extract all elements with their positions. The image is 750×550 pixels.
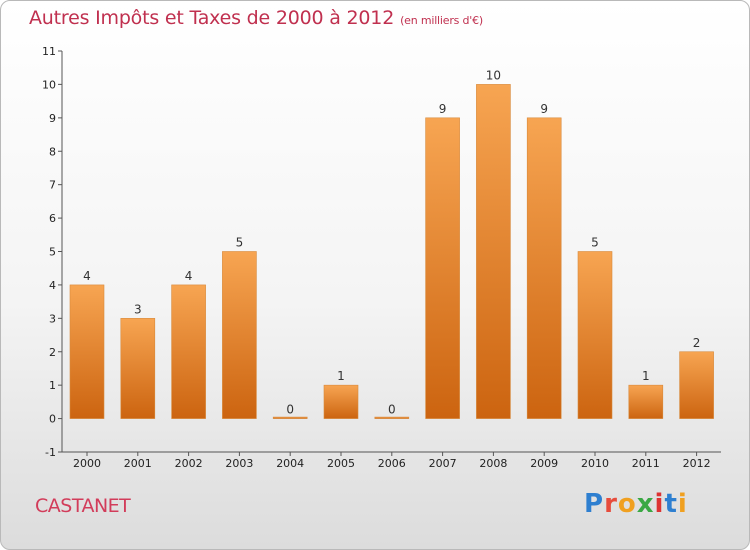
y-tick-label: 1 [49, 379, 56, 392]
bar [374, 416, 410, 419]
x-tick-label: 2001 [124, 457, 152, 470]
y-tick-label: 7 [49, 179, 56, 192]
bar [628, 384, 664, 419]
y-tick-label: 11 [42, 45, 56, 58]
chart-title-text: Autres Impôts et Taxes de 2000 à 2012 [29, 7, 395, 29]
bar-value-label: 0 [388, 403, 396, 417]
bar-value-label: 10 [486, 68, 501, 82]
y-tick-label: 8 [49, 145, 56, 158]
y-tick-label: 0 [49, 413, 56, 426]
bar-value-label: 5 [236, 236, 244, 250]
bar-value-label: 3 [134, 302, 142, 316]
x-tick-label: 2000 [73, 457, 101, 470]
bar-value-label: 0 [286, 403, 294, 417]
bar-value-label: 9 [439, 102, 447, 116]
bar [323, 384, 359, 419]
y-tick-label: 4 [49, 279, 56, 292]
bar [476, 84, 511, 419]
bar-value-label: 9 [540, 102, 548, 116]
y-tick-label: 9 [49, 112, 56, 125]
x-tick-label: 2006 [378, 457, 406, 470]
x-tick-label: 2004 [276, 457, 304, 470]
x-tick-label: 2007 [429, 457, 457, 470]
y-tick-label: 6 [49, 212, 56, 225]
x-tick-label: 2005 [327, 457, 355, 470]
bar [272, 416, 308, 419]
y-tick-label: 5 [49, 246, 56, 259]
commune-name: CASTANET [35, 495, 131, 517]
x-tick-label: 2009 [530, 457, 558, 470]
chart-subtitle: (en milliers d'€) [400, 14, 483, 27]
y-tick-label: 3 [49, 312, 56, 325]
x-tick-label: 2008 [479, 457, 507, 470]
bar-value-label: 1 [642, 369, 650, 383]
bar [222, 251, 257, 419]
bar [120, 318, 156, 419]
bar [679, 351, 714, 419]
bar [69, 284, 105, 419]
bar [526, 117, 562, 419]
y-tick-label: 2 [49, 346, 56, 359]
bar-value-label: 2 [693, 336, 701, 350]
bar-value-label: 4 [185, 269, 193, 283]
bar [425, 117, 460, 419]
x-tick-label: 2002 [175, 457, 203, 470]
y-tick-label: 10 [42, 78, 56, 91]
bar [171, 284, 206, 419]
x-tick-label: 2010 [581, 457, 609, 470]
chart-title: Autres Impôts et Taxes de 2000 à 2012 (en… [29, 7, 483, 29]
bar-value-label: 5 [591, 236, 599, 250]
proxiti-logo: Proxiti [584, 489, 688, 519]
bar-value-label: 4 [83, 269, 91, 283]
y-tick-label: -1 [45, 446, 56, 459]
x-tick-label: 2012 [683, 457, 711, 470]
bar [577, 251, 613, 419]
x-tick-label: 2003 [225, 457, 253, 470]
x-tick-label: 2011 [632, 457, 660, 470]
bar-value-label: 1 [337, 369, 345, 383]
